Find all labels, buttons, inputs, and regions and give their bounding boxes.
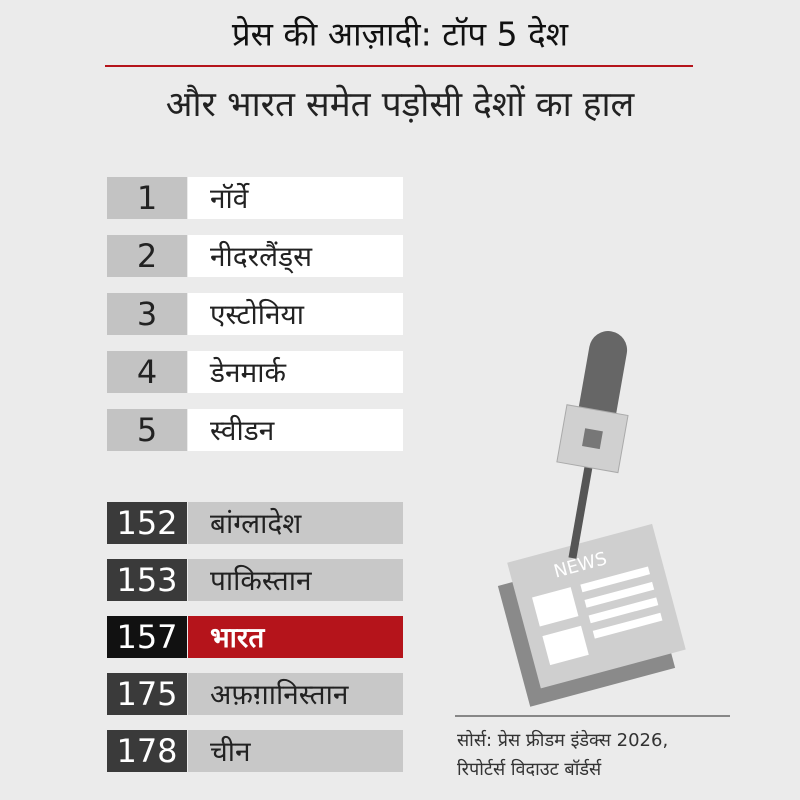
country: नॉर्वे: [210, 182, 250, 215]
rank-cell: [107, 559, 187, 601]
news-image: [532, 587, 579, 627]
name-cell: [188, 409, 403, 451]
rank: 175: [116, 675, 177, 713]
source: रिपोर्टर्स विदाउट बॉर्डर्स: [457, 758, 602, 780]
name-cell: [188, 351, 403, 393]
news-image: [542, 625, 589, 666]
news-line: [592, 612, 663, 639]
country: स्वीडन: [210, 414, 275, 447]
country: भारत: [210, 621, 265, 654]
country: बांग्लादेश: [210, 507, 302, 540]
title: प्रेस की आज़ादी: टॉप 5 देश: [232, 15, 569, 54]
name-cell: [188, 293, 403, 335]
name-cell: [188, 730, 403, 772]
rank: 4: [137, 353, 157, 391]
rank: 178: [116, 732, 177, 770]
rank-cell: [107, 502, 187, 544]
country: अफ़ग़ानिस्तान: [210, 678, 349, 711]
rank-cell: [107, 409, 187, 451]
country: नीदरलैंड्स: [210, 240, 313, 274]
name-cell: [188, 502, 403, 544]
country: एस्टोनिया: [210, 298, 305, 331]
name-cell: [188, 673, 403, 715]
rank: 1: [137, 179, 157, 217]
rank-cell: [107, 616, 187, 658]
name-cell: [188, 235, 403, 277]
rank: 157: [116, 618, 177, 656]
name-cell: [188, 559, 403, 601]
news-line: [580, 566, 651, 593]
country: चीन: [210, 735, 251, 768]
subtitle: और भारत समेत पड़ोसी देशों का हाल: [166, 84, 636, 125]
source: सोर्स: प्रेस फ्रीडम इंडेक्स 2026,: [457, 729, 668, 751]
rank: 2: [137, 237, 157, 275]
country: पाकिस्तान: [210, 564, 312, 597]
news-line: [588, 597, 659, 624]
name-cell: [188, 616, 403, 658]
rank-cell: [107, 177, 187, 219]
rank: 152: [116, 504, 177, 542]
illustration: NEWS: [497, 331, 686, 707]
rank-cell: [107, 351, 187, 393]
rank: 3: [137, 295, 157, 333]
country: डेनमार्क: [209, 356, 287, 389]
rank-cell: [107, 235, 187, 277]
rank-cell: [107, 673, 187, 715]
news-line: [584, 581, 655, 608]
rank-cell: [107, 730, 187, 772]
rank: 153: [116, 561, 177, 599]
rank: 5: [137, 411, 157, 449]
rank-cell: [107, 293, 187, 335]
name-cell: [188, 177, 403, 219]
mic-flag-logo: [582, 428, 603, 450]
